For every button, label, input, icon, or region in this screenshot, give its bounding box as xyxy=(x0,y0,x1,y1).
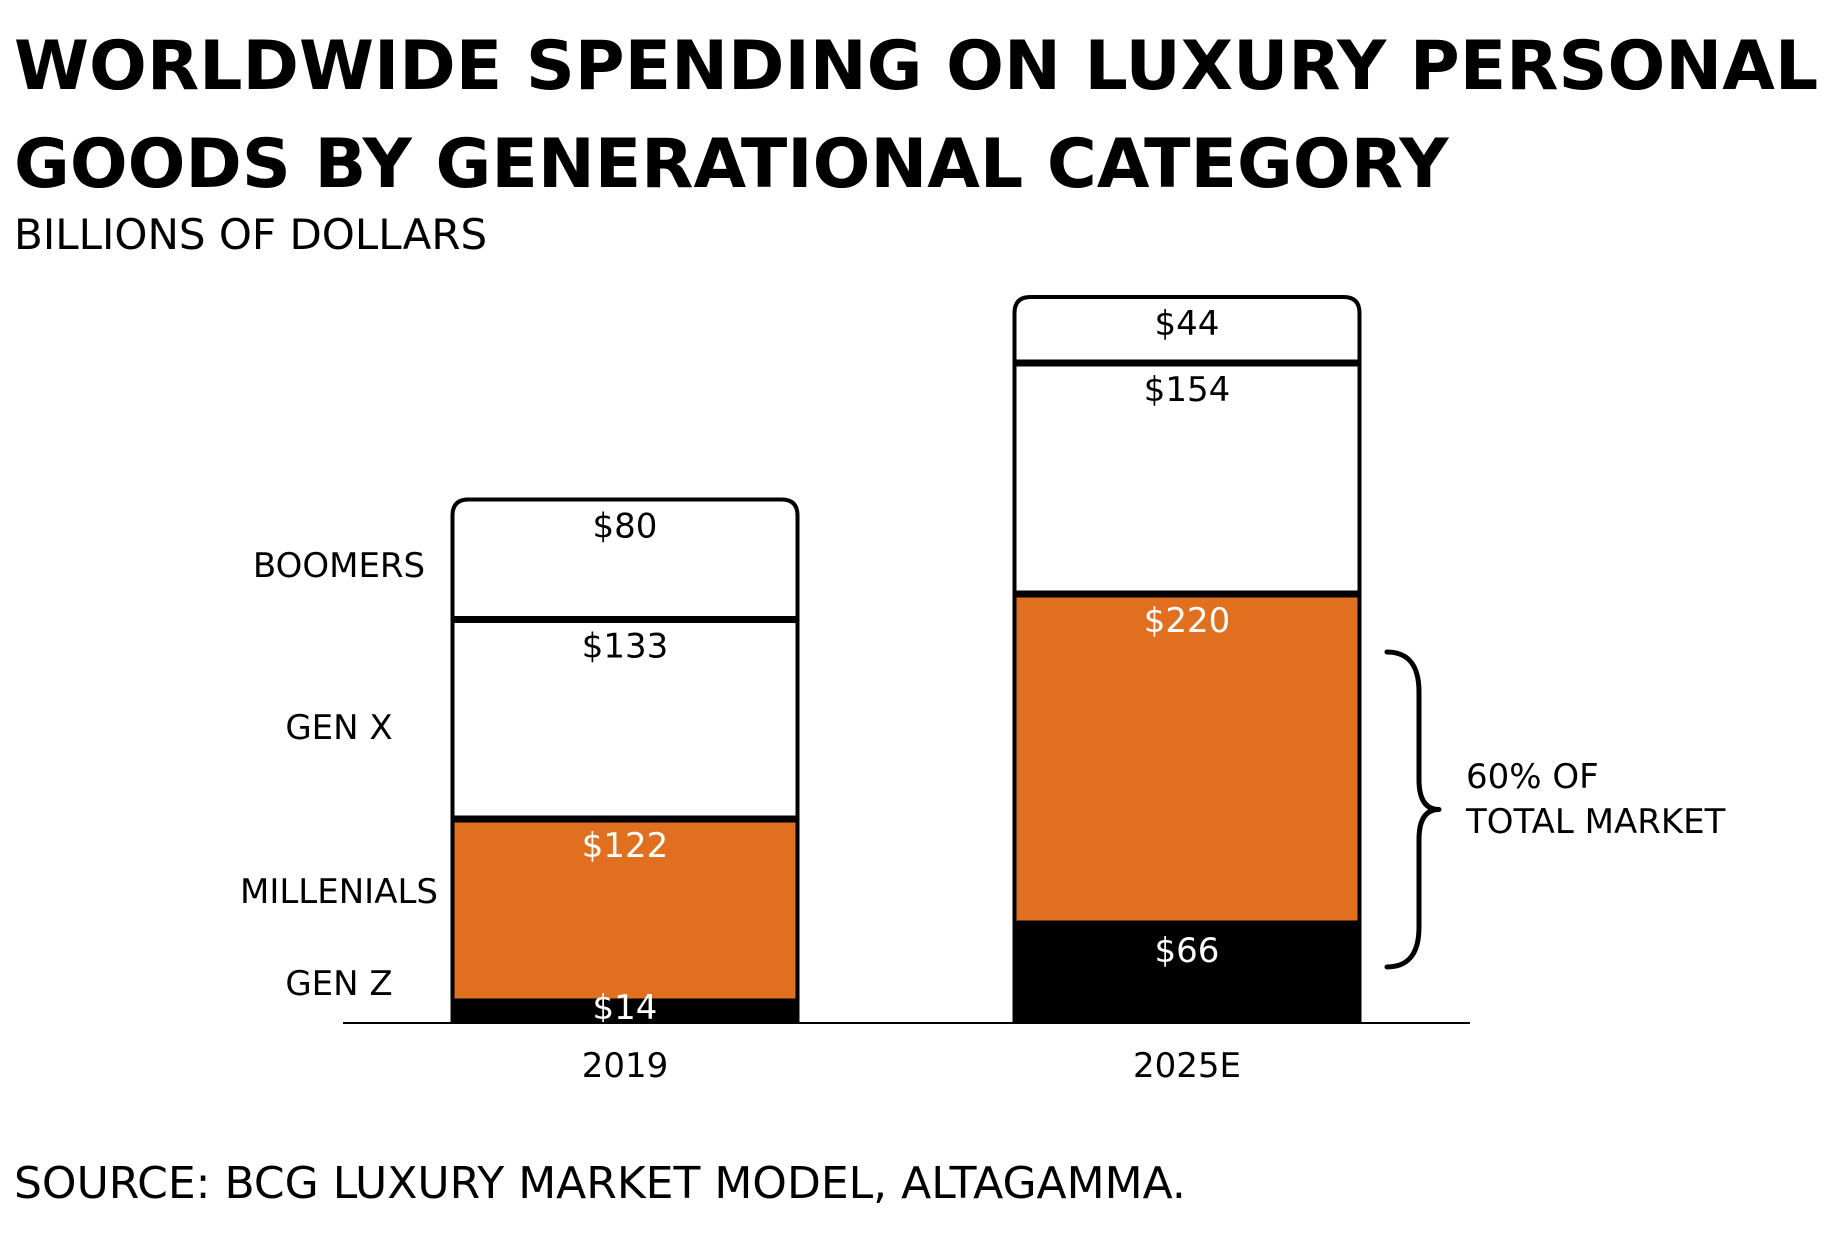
bar-segment-millenials-2025E xyxy=(1014,594,1360,924)
bar-divider-2025E-2 xyxy=(1014,359,1360,367)
bar-segment-millenials-2019 xyxy=(452,819,798,1002)
legend-label-boomers: BOOMERS xyxy=(253,546,425,586)
bar-divider-2025E-1 xyxy=(1014,590,1360,598)
legend-label-gen-x: GEN X xyxy=(285,708,392,748)
value-label-gen-z-2025E: $66 xyxy=(1155,931,1220,971)
bar-divider-2019-1 xyxy=(452,815,798,823)
title-line-2: GOODS BY GENERATIONAL CATEGORY xyxy=(14,125,1449,204)
bar-divider-2019-2 xyxy=(452,616,798,623)
value-label-millenials-2025E: $220 xyxy=(1144,601,1231,641)
legend-label-millenials: MILLENIALS xyxy=(240,872,438,912)
value-label-gen-z-2019: $14 xyxy=(593,988,658,1028)
category-label-2019: 2019 xyxy=(582,1046,669,1086)
value-label-millenials-2019: $122 xyxy=(582,826,669,866)
bar-segment-gen-z-2019 xyxy=(452,1002,798,1023)
title-line-1: WORLDWIDE SPENDING ON LUXURY PERSONAL xyxy=(14,27,1819,106)
annotation-line-1: 60% OF xyxy=(1466,757,1599,797)
bar-outline-2025E xyxy=(1012,295,1362,1023)
bar-divider-2019-0 xyxy=(452,998,798,1006)
value-label-gen-x-2019: $133 xyxy=(582,627,669,667)
value-label-boomers-2025E: $44 xyxy=(1155,304,1220,344)
chart-subtitle: BILLIONS OF DOLLARS xyxy=(14,210,488,259)
annotation-brace xyxy=(1384,649,1442,970)
value-label-gen-x-2025E: $154 xyxy=(1144,370,1231,410)
value-label-boomers-2019: $80 xyxy=(593,507,658,547)
category-label-2025E: 2025E xyxy=(1133,1046,1241,1086)
chart-title: WORLDWIDE SPENDING ON LUXURY PERSONAL GO… xyxy=(14,18,1819,214)
annotation-line-2: TOTAL MARKET xyxy=(1465,802,1726,842)
bar-divider-2025E-0 xyxy=(1014,920,1360,928)
legend-label-gen-z: GEN Z xyxy=(285,964,392,1004)
source-note: SOURCE: BCG LUXURY MARKET MODEL, ALTAGAM… xyxy=(14,1158,1186,1209)
bar-segment-gen-z-2025E xyxy=(1014,924,1360,1023)
bar-outline-2019 xyxy=(450,497,800,1023)
